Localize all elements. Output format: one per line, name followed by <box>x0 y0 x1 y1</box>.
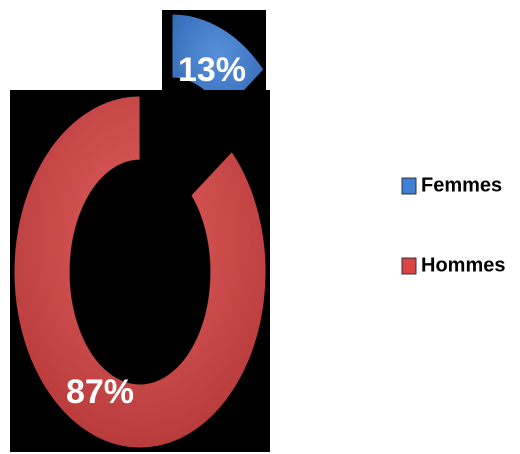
legend-swatch <box>401 257 417 275</box>
value-label: 13% <box>178 51 246 89</box>
legend-swatch <box>401 177 417 195</box>
value-label: 87% <box>66 373 134 411</box>
slice-shade <box>172 14 264 90</box>
legend-label: Hommes <box>421 254 505 276</box>
slice-group <box>13 95 267 449</box>
slices <box>13 13 267 449</box>
slice-offset <box>171 13 265 90</box>
slice-shade <box>14 96 266 448</box>
legend-label: Femmes <box>421 174 502 196</box>
slice-group <box>171 13 265 90</box>
